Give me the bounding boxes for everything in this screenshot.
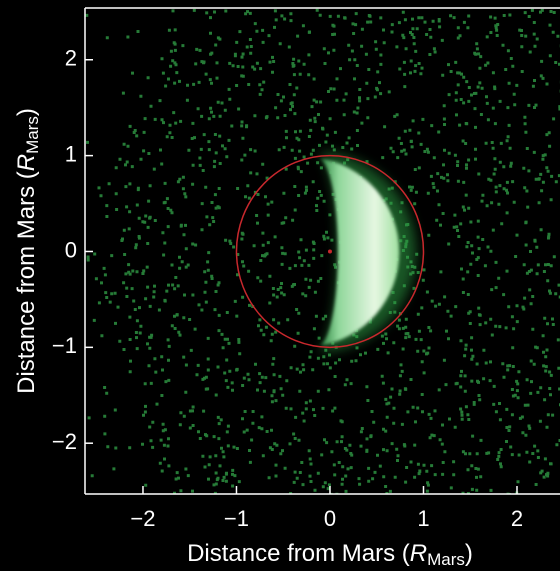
y-label-subscript: Mars [23, 116, 42, 154]
x-label-close: ) [465, 540, 473, 567]
axes [85, 8, 560, 494]
image-layer [85, 9, 560, 496]
page: {"chart_data": { "type": "image", "xlabe… [0, 0, 560, 571]
y-tick-label: −2 [52, 429, 77, 454]
y-tick-label: 2 [65, 46, 77, 71]
background-speckle [85, 9, 560, 496]
x-label-subscript: Mars [427, 550, 465, 569]
x-tick-label: −1 [224, 506, 249, 531]
x-tick-label: 0 [324, 506, 336, 531]
y-label-symbol: R [13, 154, 40, 171]
x-label-symbol: R [410, 540, 427, 567]
y-label-close: ) [13, 108, 40, 116]
x-tick-label: −2 [130, 506, 155, 531]
x-tick-label: 1 [417, 506, 429, 531]
y-tick-label: −1 [52, 333, 77, 358]
y-label-text: Distance from Mars ( [13, 171, 40, 394]
chart: Distance from Mars (RMars) Distance from… [0, 0, 560, 571]
x-label-text: Distance from Mars ( [187, 540, 410, 567]
y-tick-label: 1 [65, 141, 77, 166]
x-tick-label: 2 [511, 506, 523, 531]
y-tick-label: 0 [65, 237, 77, 262]
y-axis-label: Distance from Mars (RMars) [13, 108, 42, 394]
mars-center [328, 249, 332, 253]
x-axis-label: Distance from Mars (RMars) [187, 540, 473, 569]
